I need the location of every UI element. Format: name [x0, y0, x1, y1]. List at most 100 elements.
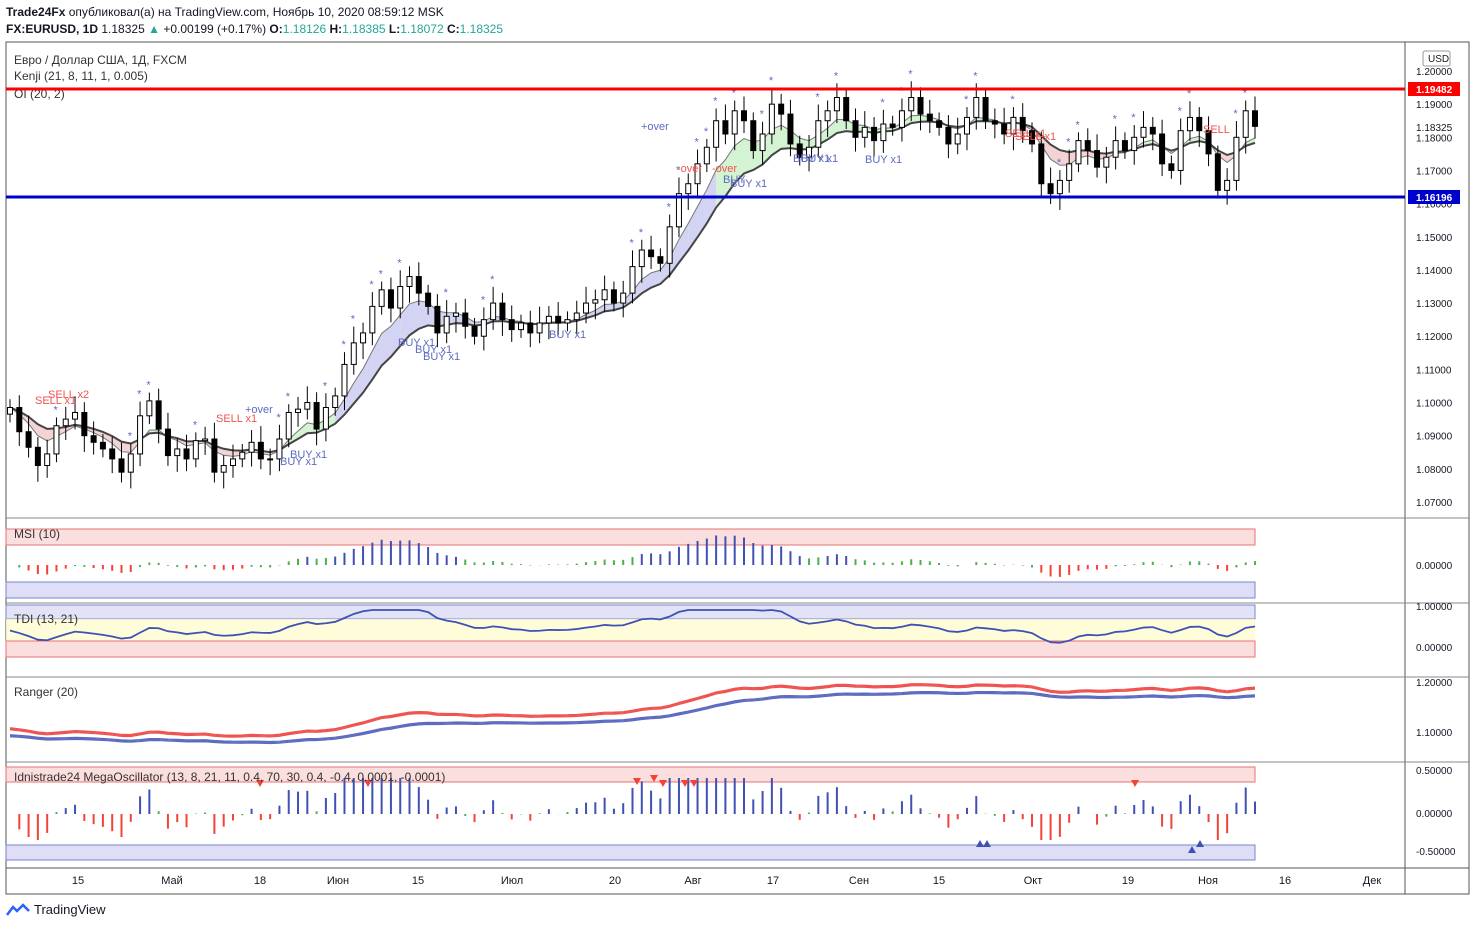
- candle-body[interactable]: [285, 411, 292, 440]
- candle-body[interactable]: [44, 453, 51, 467]
- candle-body[interactable]: [657, 256, 664, 264]
- candle-body[interactable]: [220, 465, 227, 473]
- candle-body[interactable]: [1242, 110, 1249, 138]
- candle-body[interactable]: [889, 123, 896, 128]
- candle-body[interactable]: [192, 440, 199, 460]
- candle-body[interactable]: [1205, 130, 1212, 155]
- candle-body[interactable]: [759, 133, 766, 152]
- candle-body[interactable]: [508, 319, 515, 331]
- candle-body[interactable]: [72, 411, 79, 420]
- candle-body[interactable]: [99, 441, 106, 450]
- candle-body[interactable]: [1233, 136, 1240, 181]
- candle-body[interactable]: [425, 292, 432, 307]
- candle-body[interactable]: [778, 103, 785, 115]
- tdi-line[interactable]: [9, 609, 1256, 644]
- candle-body[interactable]: [926, 113, 933, 122]
- publisher-name[interactable]: Trade24Fx: [6, 5, 66, 19]
- candle-body[interactable]: [127, 453, 134, 473]
- candle-body[interactable]: [332, 395, 339, 409]
- candle-body[interactable]: [852, 120, 859, 138]
- candle-body[interactable]: [620, 292, 627, 304]
- candle-body[interactable]: [7, 407, 13, 415]
- candle-body[interactable]: [434, 305, 441, 334]
- candle-body[interactable]: [1224, 179, 1231, 191]
- candle-body[interactable]: [1252, 110, 1258, 127]
- candle-body[interactable]: [81, 411, 88, 437]
- candle-body[interactable]: [1047, 183, 1054, 195]
- candle-body[interactable]: [592, 299, 599, 304]
- candle-body[interactable]: [25, 431, 32, 448]
- candle-body[interactable]: [16, 407, 23, 433]
- candle-body[interactable]: [824, 110, 831, 122]
- candle-body[interactable]: [908, 97, 915, 112]
- candle-body[interactable]: [583, 302, 590, 314]
- candle-body[interactable]: [480, 319, 487, 337]
- candle-body[interactable]: [991, 120, 998, 125]
- candle-body[interactable]: [610, 289, 617, 304]
- candle-body[interactable]: [963, 116, 970, 135]
- candle-body[interactable]: [1029, 130, 1036, 145]
- candle-body[interactable]: [267, 458, 274, 461]
- candle-body[interactable]: [304, 402, 311, 410]
- candle-body[interactable]: [137, 415, 144, 455]
- candle-body[interactable]: [1019, 116, 1026, 132]
- candle-body[interactable]: [1149, 126, 1156, 135]
- candle-body[interactable]: [109, 448, 116, 460]
- candle-body[interactable]: [146, 400, 153, 417]
- candle-body[interactable]: [350, 342, 357, 365]
- candle-body[interactable]: [62, 418, 69, 427]
- candle-body[interactable]: [917, 97, 924, 115]
- candle-body[interactable]: [313, 402, 320, 430]
- candle-body[interactable]: [1075, 140, 1082, 165]
- candle-body[interactable]: [322, 407, 329, 430]
- candle-body[interactable]: [211, 438, 218, 473]
- candle-body[interactable]: [629, 266, 636, 294]
- candle-body[interactable]: [341, 363, 348, 397]
- candle-body[interactable]: [164, 428, 171, 457]
- candle-body[interactable]: [174, 448, 181, 457]
- candle-body[interactable]: [1140, 126, 1147, 138]
- candle-body[interactable]: [768, 103, 775, 135]
- candle-body[interactable]: [471, 325, 478, 337]
- candle-body[interactable]: [276, 438, 283, 460]
- candle-body[interactable]: [452, 312, 459, 317]
- candle-body[interactable]: [369, 305, 376, 334]
- indicator-panes[interactable]: 0.00000 1.00000 0.00000 1.20000 1.10000 0.500…: [5, 528, 1456, 861]
- candle-body[interactable]: [936, 120, 943, 128]
- candle-body[interactable]: [406, 276, 413, 287]
- candle-body[interactable]: [945, 126, 952, 145]
- candle-body[interactable]: [787, 113, 794, 145]
- candle-body[interactable]: [1066, 163, 1073, 181]
- candle-body[interactable]: [518, 322, 525, 331]
- main-price-pane[interactable]: * * * * * * * * * * * * * * * * * * * * * * * * * * * * * * * * * * * * * * * *…: [7, 68, 1258, 489]
- candle-body[interactable]: [703, 146, 710, 165]
- candle-body[interactable]: [555, 315, 562, 324]
- candle-body[interactable]: [815, 120, 822, 148]
- candle-body[interactable]: [601, 289, 608, 301]
- candle-body[interactable]: [536, 322, 543, 334]
- candle-body[interactable]: [1038, 143, 1045, 185]
- candle-body[interactable]: [1121, 140, 1128, 152]
- candle-body[interactable]: [1168, 163, 1175, 171]
- candle-body[interactable]: [202, 438, 209, 442]
- currency-badge[interactable]: [1422, 50, 1451, 67]
- candle-body[interactable]: [880, 123, 887, 142]
- candle-body[interactable]: [248, 441, 255, 453]
- candle-body[interactable]: [462, 312, 469, 327]
- candle-body[interactable]: [731, 110, 738, 135]
- candle-body[interactable]: [257, 441, 264, 460]
- candle-body[interactable]: [1159, 133, 1166, 165]
- candle-body[interactable]: [954, 133, 961, 145]
- candle-body[interactable]: [1084, 140, 1091, 152]
- candle-body[interactable]: [796, 143, 803, 158]
- candle-body[interactable]: [360, 332, 367, 344]
- candle-body[interactable]: [239, 451, 246, 460]
- candle-body[interactable]: [973, 97, 980, 118]
- candle-body[interactable]: [387, 289, 394, 309]
- candle-body[interactable]: [750, 120, 757, 152]
- candle-body[interactable]: [1010, 116, 1017, 135]
- candle-body[interactable]: [229, 458, 236, 467]
- candle-body[interactable]: [378, 289, 385, 307]
- candle-body[interactable]: [183, 448, 190, 460]
- candle-body[interactable]: [1056, 179, 1063, 195]
